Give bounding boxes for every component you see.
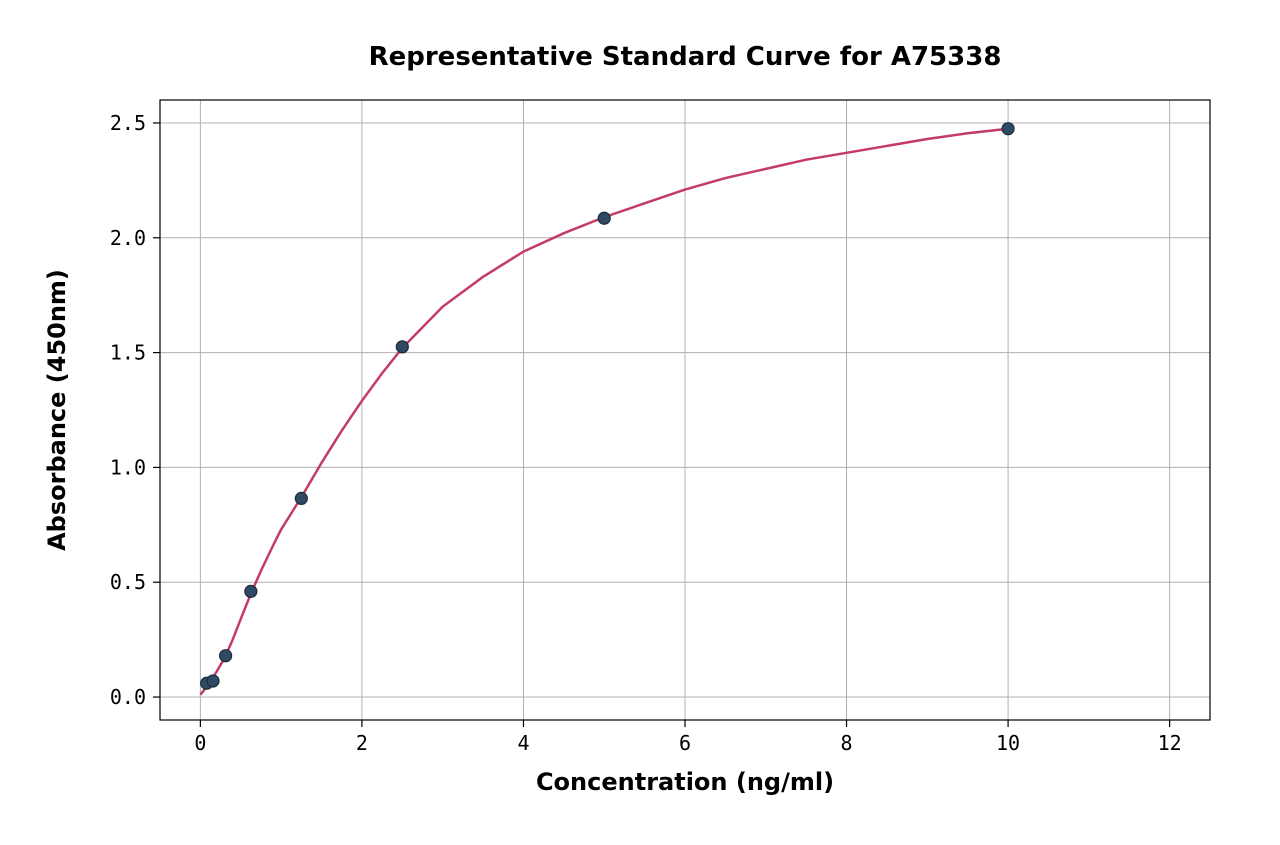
x-ticks: 0 2 4 6 8 10 12	[194, 720, 1181, 755]
data-point	[245, 585, 257, 597]
x-tick-label: 2	[356, 731, 368, 755]
y-ticks: 0.0 0.5 1.0 1.5 2.0 2.5	[110, 111, 160, 709]
x-tick-label: 0	[194, 731, 206, 755]
data-point	[396, 341, 408, 353]
data-point	[598, 212, 610, 224]
x-tick-label: 8	[841, 731, 853, 755]
x-tick-label: 12	[1158, 731, 1182, 755]
y-tick-label: 2.5	[110, 111, 146, 135]
y-tick-label: 0.0	[110, 685, 146, 709]
y-axis-label: Absorbance (450nm)	[43, 269, 71, 551]
data-point	[1002, 123, 1014, 135]
y-tick-label: 0.5	[110, 570, 146, 594]
data-markers	[201, 123, 1014, 690]
standard-curve-chart: Representative Standard Curve for A75338…	[0, 0, 1280, 845]
data-point	[295, 492, 307, 504]
x-axis-label: Concentration (ng/ml)	[536, 768, 834, 796]
chart-title: Representative Standard Curve for A75338	[369, 42, 1002, 72]
chart-container: Representative Standard Curve for A75338…	[0, 0, 1280, 845]
grid-lines	[160, 100, 1210, 720]
x-tick-label: 4	[517, 731, 529, 755]
y-tick-label: 2.0	[110, 226, 146, 250]
x-tick-label: 10	[996, 731, 1020, 755]
data-point	[220, 650, 232, 662]
y-tick-label: 1.5	[110, 341, 146, 365]
y-tick-label: 1.0	[110, 455, 146, 479]
x-tick-label: 6	[679, 731, 691, 755]
data-point	[207, 675, 219, 687]
